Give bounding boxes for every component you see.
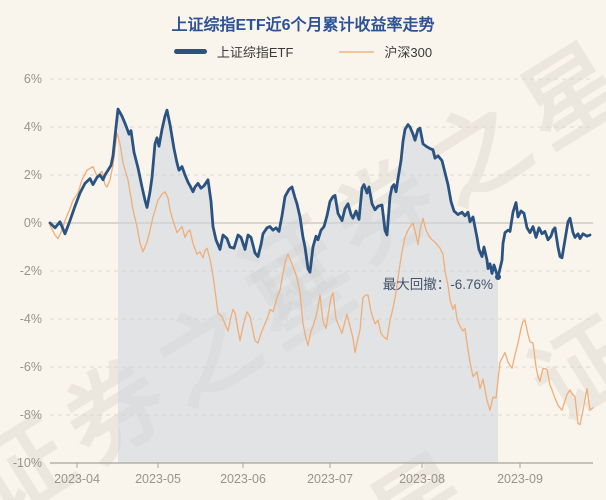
y-axis-label: 4% (23, 120, 42, 134)
legend-item-hs300[interactable]: 沪深300 (339, 42, 432, 61)
drawdown-endpoint-dot (495, 274, 501, 280)
x-axis-label: 2023-04 (54, 472, 100, 486)
legend-swatch-hs300-line-icon (339, 50, 375, 53)
y-axis-label: 2% (23, 168, 42, 182)
legend-swatch-etf-line-icon (173, 49, 207, 54)
y-axis-label: -2% (19, 264, 42, 278)
series-line-hs300 (49, 132, 594, 426)
y-axis-label: -6% (19, 360, 42, 374)
legend-item-etf[interactable]: 上证综指ETF (173, 42, 294, 61)
series-line-etf (48, 107, 592, 279)
x-axis-label: 2023-06 (220, 472, 266, 486)
max-drawdown-annotation: 最大回撤：-6.76% (382, 277, 493, 292)
y-axis-label: 0% (23, 216, 42, 230)
y-axis-label: -8% (19, 408, 42, 422)
x-axis-label: 2023-07 (307, 472, 353, 486)
y-axis-label: -4% (19, 312, 42, 326)
chart-title: 上证综指ETF近6个月累计收益率走势 (171, 17, 435, 34)
x-axis-label: 2023-09 (497, 472, 543, 486)
x-axis-label: 2023-05 (135, 472, 181, 486)
legend: 上证综指ETF 沪深300 (0, 42, 606, 61)
x-axis-label: 2023-08 (399, 472, 445, 486)
y-axis-label: -10% (12, 456, 42, 470)
max-drawdown-band (118, 109, 498, 463)
legend-label-etf: 上证综指ETF (216, 45, 294, 60)
legend-label-hs300: 沪深300 (384, 45, 433, 60)
y-axis-label: 6% (23, 72, 42, 86)
